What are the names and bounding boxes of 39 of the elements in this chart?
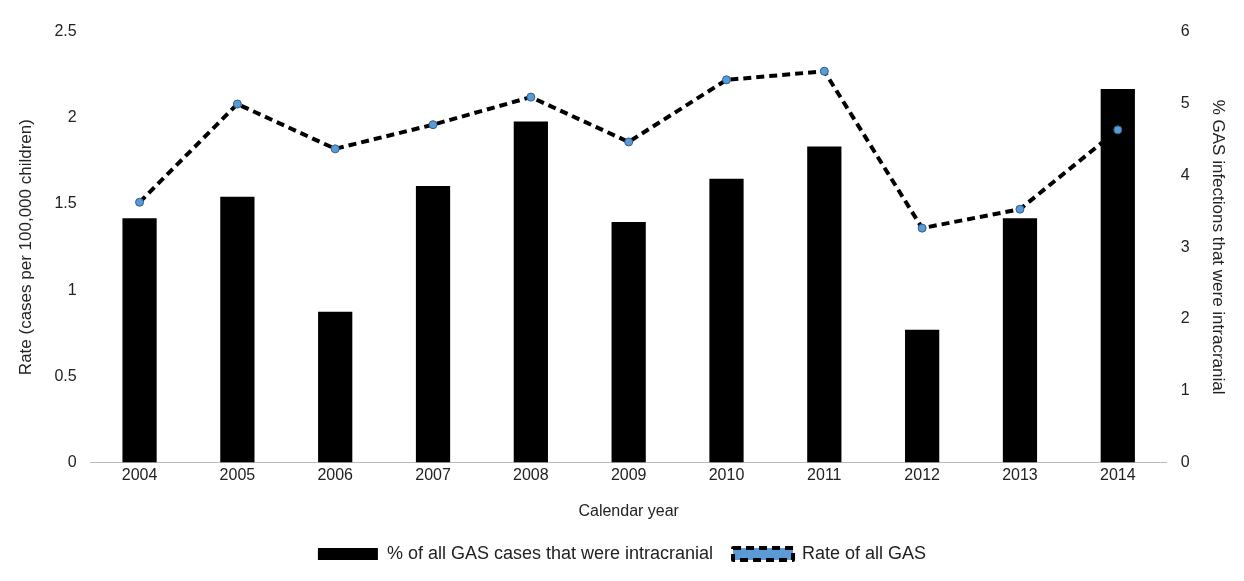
y-tick-label: 0.5 <box>54 366 77 384</box>
x-tick-label: 2004 <box>121 465 158 483</box>
x-tick-label: 2012 <box>904 465 941 483</box>
bar <box>513 121 548 463</box>
bar <box>1002 218 1038 463</box>
bar <box>415 186 451 463</box>
x-tick-label: 2008 <box>513 465 549 483</box>
x-tick-label: 2010 <box>708 465 745 483</box>
bar <box>122 218 157 463</box>
x-tick-label: 2011 <box>807 465 842 483</box>
x-tick-label: 2009 <box>610 465 647 483</box>
bar <box>611 221 646 463</box>
y2-tick-label: 0 <box>1180 453 1190 471</box>
legend-label: % of all GAS cases that were intracranial <box>386 542 714 563</box>
y-tick-label: 2 <box>67 108 77 126</box>
y2-tick-label: 2 <box>1180 309 1190 327</box>
y2-tick-label: 5 <box>1180 93 1190 111</box>
bar <box>905 329 940 463</box>
x-tick-label: 2006 <box>317 465 354 483</box>
x-tick-label: 2005 <box>219 465 256 483</box>
x-tick-label: 2007 <box>415 465 451 483</box>
y-tick-label: 1.5 <box>54 194 77 212</box>
bar <box>220 196 255 463</box>
y-tick-label: 0 <box>67 453 77 471</box>
legend-label: Rate of all GAS <box>802 542 927 563</box>
y-tick-label: 2.5 <box>54 22 77 40</box>
bar <box>318 311 353 463</box>
y2-tick-label: 6 <box>1180 22 1190 40</box>
bar <box>709 178 744 463</box>
y2-tick-label: 3 <box>1180 237 1190 255</box>
x-axis-title: Calendar year <box>578 501 680 519</box>
y-tick-label: 1 <box>67 280 77 298</box>
x-tick-label: 2013 <box>1002 465 1038 483</box>
y2-tick-label: 4 <box>1180 165 1190 183</box>
y2-tick-label: 1 <box>1180 381 1190 399</box>
bar <box>807 146 842 463</box>
x-tick-label: 2014 <box>1099 465 1136 483</box>
y-axis-title: Rate (cases per 100,000 children) <box>15 119 35 376</box>
y2-axis-title: % GAS infections that were intracranial <box>1209 99 1229 395</box>
